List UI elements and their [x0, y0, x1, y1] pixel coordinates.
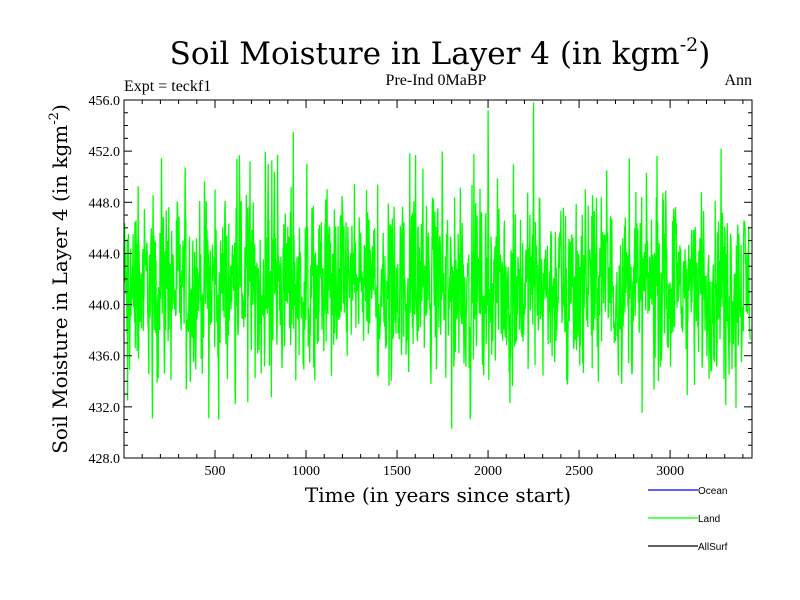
- x-tick-label: 1000: [292, 464, 320, 479]
- subtitle-left: Expt = teckf1: [124, 78, 211, 95]
- x-axis-label: Time (in years since start): [305, 483, 571, 507]
- land-series-line: [123, 102, 751, 429]
- y-axis-label: Soil Moisture in Layer 4 (in kgm-2): [47, 104, 72, 454]
- legend-label-land: Land: [698, 514, 720, 525]
- y-tick-label: 456.0: [89, 94, 121, 109]
- x-tick-label: 3000: [656, 464, 684, 479]
- legend-label-ocean: Ocean: [698, 486, 727, 497]
- legend: Ocean Land AllSurf: [648, 486, 728, 553]
- axis-ticks: [124, 100, 752, 458]
- y-tick-label: 440.0: [89, 299, 121, 314]
- y-tick-label: 432.0: [89, 401, 121, 416]
- x-tick-labels: 500 1000 1500 2000 2500 3000: [205, 464, 685, 479]
- y-tick-label: 436.0: [89, 350, 121, 365]
- x-tick-label: 2000: [474, 464, 502, 479]
- subtitle-center: Pre-Ind 0MaBP: [386, 72, 487, 89]
- x-tick-label: 2500: [565, 464, 593, 479]
- y-tick-labels: 428.0 432.0 436.0 440.0 444.0 448.0 452.…: [89, 94, 121, 467]
- chart-title: Soil Moisture in Layer 4 (in kgm-2): [170, 34, 711, 72]
- subtitle-right: Ann: [724, 72, 752, 89]
- legend-label-allsurf: AllSurf: [698, 542, 728, 553]
- y-tick-label: 452.0: [89, 145, 121, 160]
- y-tick-label: 448.0: [89, 196, 121, 211]
- y-tick-label: 428.0: [89, 452, 121, 467]
- y-tick-label: 444.0: [89, 247, 121, 262]
- x-tick-label: 500: [205, 464, 226, 479]
- x-tick-label: 1500: [383, 464, 411, 479]
